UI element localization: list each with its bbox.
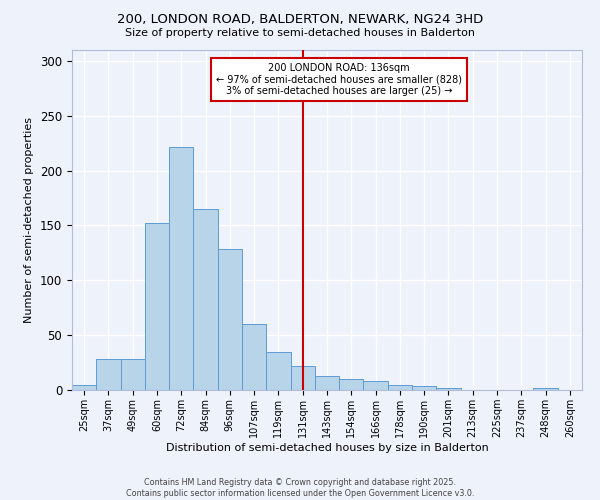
Text: Size of property relative to semi-detached houses in Balderton: Size of property relative to semi-detach… xyxy=(125,28,475,38)
Bar xyxy=(266,352,290,390)
Bar xyxy=(364,381,388,390)
Y-axis label: Number of semi-detached properties: Number of semi-detached properties xyxy=(25,117,34,323)
Bar xyxy=(412,386,436,390)
Bar xyxy=(388,384,412,390)
Bar xyxy=(193,209,218,390)
Bar xyxy=(218,248,242,390)
Text: 200 LONDON ROAD: 136sqm
← 97% of semi-detached houses are smaller (828)
3% of se: 200 LONDON ROAD: 136sqm ← 97% of semi-de… xyxy=(216,63,462,96)
Bar xyxy=(72,384,96,390)
Bar xyxy=(145,224,169,390)
Bar xyxy=(96,360,121,390)
Bar xyxy=(533,388,558,390)
Bar xyxy=(290,366,315,390)
Bar xyxy=(436,388,461,390)
Bar xyxy=(339,379,364,390)
Bar xyxy=(121,360,145,390)
Bar xyxy=(169,146,193,390)
Text: 200, LONDON ROAD, BALDERTON, NEWARK, NG24 3HD: 200, LONDON ROAD, BALDERTON, NEWARK, NG2… xyxy=(117,12,483,26)
Bar xyxy=(315,376,339,390)
Bar xyxy=(242,324,266,390)
Text: Contains HM Land Registry data © Crown copyright and database right 2025.
Contai: Contains HM Land Registry data © Crown c… xyxy=(126,478,474,498)
X-axis label: Distribution of semi-detached houses by size in Balderton: Distribution of semi-detached houses by … xyxy=(166,442,488,452)
